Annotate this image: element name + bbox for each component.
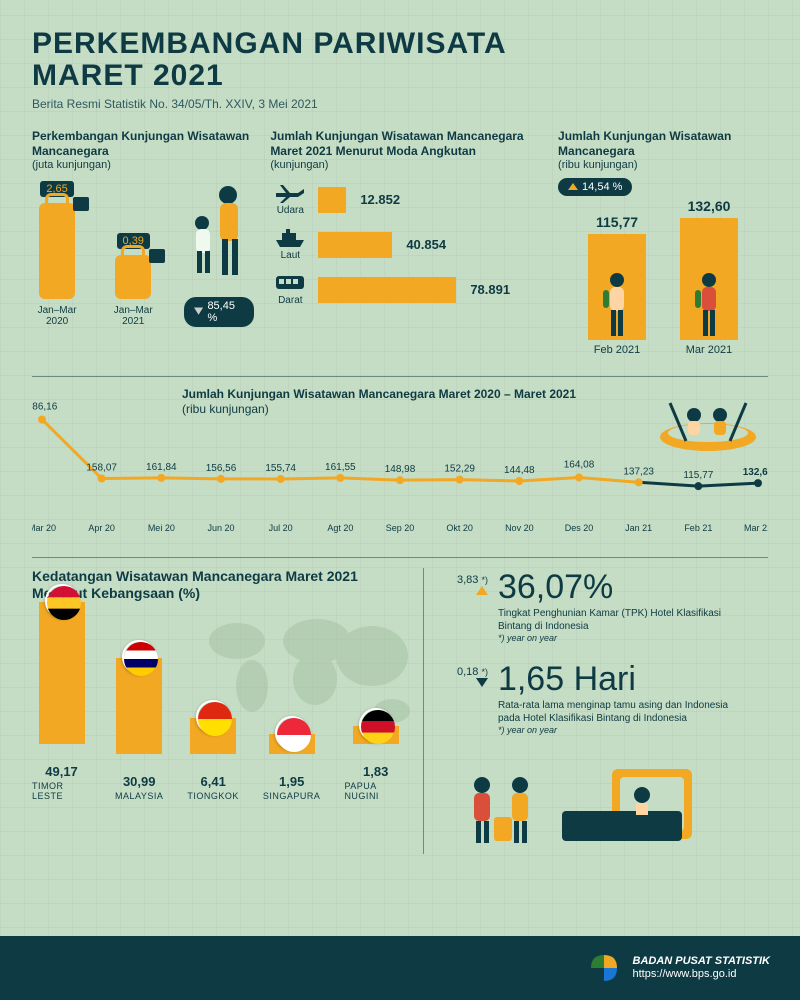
transport-bar [318,277,456,303]
svg-text:Agt 20: Agt 20 [327,523,353,533]
svg-text:Feb 21: Feb 21 [684,523,712,533]
origin-value: 30,99 [123,774,156,789]
transport-bar [318,187,346,213]
svg-text:Nov 20: Nov 20 [505,523,534,533]
mc-bar [588,234,646,340]
drop-badge: 85,45 % [184,297,254,327]
origin-value: 49,17 [45,764,78,779]
flag-icon [359,708,393,742]
svg-text:Jul 20: Jul 20 [269,523,293,533]
origin-col: 1,95 SINGAPURA [263,734,321,801]
transport-row: Udara 12.852 [270,183,542,216]
mc-label: Feb 2021 [594,344,640,356]
page-subtitle: Berita Resmi Statistik No. 34/05/Th. XXI… [32,97,768,111]
flag-icon [275,716,309,750]
origin-name: SINGAPURA [263,791,321,801]
origin-bar [116,658,162,754]
mc-value: 115,77 [596,214,638,230]
transport-value: 12.852 [360,192,400,207]
transport-bar [318,232,392,258]
panelC-unit: (ribu kunjungan) [558,159,768,171]
svg-text:Mar 20: Mar 20 [32,523,56,533]
up-badge: 14,54 % [558,178,632,196]
metric-stay: 0,18 *) 1,65 Hari Rata-rata lama mengina… [442,660,768,737]
svg-text:Apr 20: Apr 20 [88,523,115,533]
raft-icon [648,387,768,455]
svg-text:Sep 20: Sep 20 [386,523,415,533]
origin-name: TIMOR LESTE [32,781,91,801]
origin-bar [353,726,399,744]
origin-name: MALAYSIA [115,791,163,801]
origin-bar [39,602,85,744]
origin-col: 1,83 PAPUA NUGINI [344,726,407,801]
origin-bar [269,734,315,754]
panelA-title: Perkembangan Kunjungan Wisatawan Mancane… [32,129,254,159]
bps-logo-icon [587,951,621,985]
transport-value: 40.854 [406,237,446,252]
svg-text:155,74: 155,74 [265,462,296,473]
origin-col: 49,17 TIMOR LESTE [32,602,91,801]
svg-text:Des 20: Des 20 [565,523,594,533]
panelA-label-0: Jan–Mar 2020 [32,305,82,327]
triangle-up-icon [476,586,488,595]
svg-text:164,08: 164,08 [564,459,595,470]
svg-text:148,98: 148,98 [385,464,416,475]
origin-col: 30,99 MALAYSIA [115,658,163,801]
bus-icon: Darat [270,273,310,306]
svg-text:Jan 21: Jan 21 [625,523,652,533]
hotel-lobby-icon [442,759,702,849]
origin-name: PAPUA NUGINI [344,781,407,801]
svg-text:486,16: 486,16 [32,401,58,412]
svg-text:137,23: 137,23 [623,466,654,477]
origin-col: 6,41 TIONGKOK [187,718,239,801]
origin-value: 1,83 [363,764,388,779]
mc-bar [680,218,738,340]
luggage-icon [115,255,151,299]
luggage-icon [39,203,75,299]
svg-text:Mei 20: Mei 20 [148,523,175,533]
svg-text:132,60: 132,60 [743,467,768,478]
tourist-icon [691,270,727,340]
tourist-icon [599,270,635,340]
flag-icon [196,700,230,734]
travelers-icon [184,181,254,291]
panelA-unit: (juta kunjungan) [32,159,254,171]
panelA-label-1: Jan–Mar 2021 [108,305,158,327]
flag-icon [45,584,79,618]
origin-value: 6,41 [201,774,226,789]
svg-text:Okt 20: Okt 20 [446,523,473,533]
divider [32,376,768,377]
origin-name: TIONGKOK [187,791,239,801]
svg-text:Mar 21: Mar 21 [744,523,768,533]
plane-icon: Udara [270,183,310,216]
svg-text:152,29: 152,29 [444,463,475,474]
svg-text:Jun 20: Jun 20 [207,523,234,533]
flag-icon [122,640,156,674]
transport-row: Darat 78.891 [270,273,542,306]
origin-bar [190,718,236,754]
mc-value: 132,60 [688,198,731,214]
svg-text:144,48: 144,48 [504,464,535,475]
divider [32,557,768,558]
transport-row: Laut 40.854 [270,228,542,261]
timeline-chart: Jumlah Kunjungan Wisatawan Mancanegara M… [32,387,768,537]
svg-text:115,77: 115,77 [683,470,713,481]
ship-icon: Laut [270,228,310,261]
mc-label: Mar 2021 [686,344,732,356]
panelB-unit: (kunjungan) [270,159,542,171]
metric-tpk: 3,83 *) 36,07% Tingkat Penghunian Kamar … [442,568,768,645]
panelC-title: Jumlah Kunjungan Wisatawan Mancanegara [558,129,768,159]
footer: BADAN PUSAT STATISTIK https://www.bps.go… [0,936,800,1000]
svg-text:156,56: 156,56 [206,462,237,473]
origin-value: 1,95 [279,774,304,789]
svg-text:161,84: 161,84 [146,461,177,472]
svg-text:158,07: 158,07 [86,462,117,473]
page-title: PERKEMBANGAN PARIWISATA MARET 2021 [32,28,768,91]
svg-text:161,55: 161,55 [325,461,356,472]
panelB-title: Jumlah Kunjungan Wisatawan Mancanegara M… [270,129,542,159]
transport-value: 78.891 [470,282,510,297]
triangle-down-icon [476,678,488,687]
origin-title: Kedatangan Wisatawan Mancanegara Maret 2… [32,568,407,603]
